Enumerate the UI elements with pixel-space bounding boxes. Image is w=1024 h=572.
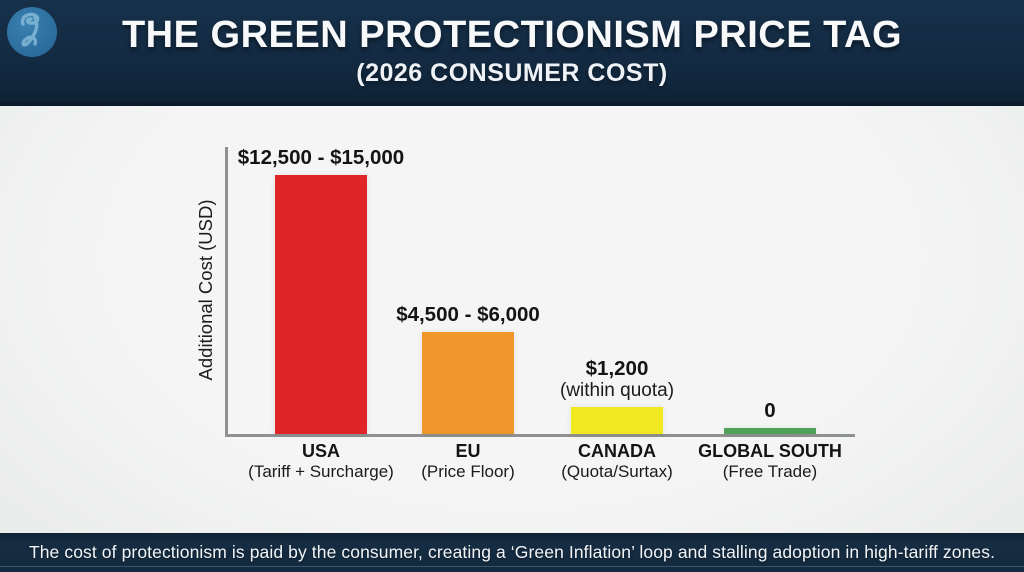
page-title: THE GREEN PROTECTIONISM PRICE TAG: [121, 14, 903, 56]
script-letter-glyph: [20, 12, 40, 47]
y-axis-line: [225, 147, 228, 437]
bar-global-south: [724, 428, 816, 434]
header-band: THE GREEN PROTECTIONISM PRICE TAG (2026 …: [0, 0, 1024, 106]
page-subtitle: (2026 CONSUMER COST): [356, 59, 668, 87]
bar-group-eu: $4,500 - $6,000: [358, 304, 578, 434]
bar-eu: [422, 332, 514, 434]
bar-group-canada: $1,200 (within quota): [507, 358, 727, 434]
value-label-canada: $1,200 (within quota): [559, 357, 675, 402]
logo-icon: [7, 7, 57, 57]
bar-group-global-south: 0: [660, 400, 880, 434]
value-label-global-south: 0: [764, 399, 776, 422]
bar-canada: [571, 407, 663, 434]
value-label-eu: $4,500 - $6,000: [396, 303, 540, 326]
xtick-usa: USA (Tariff + Surcharge): [248, 441, 394, 481]
bar-usa: [275, 175, 367, 434]
xtick-eu: EU (Price Floor): [421, 441, 515, 481]
value-label-usa: $12,500 - $15,000: [237, 146, 405, 169]
xtick-canada: CANADA (Quota/Surtax): [561, 441, 673, 481]
x-axis-line: [225, 434, 855, 437]
xtick-global-south: GLOBAL SOUTH (Free Trade): [698, 441, 842, 481]
footer-caption: The cost of protectionism is paid by the…: [28, 542, 996, 562]
bar-group-usa: $12,500 - $15,000: [211, 147, 431, 434]
footer-band: The cost of protectionism is paid by the…: [0, 533, 1024, 572]
